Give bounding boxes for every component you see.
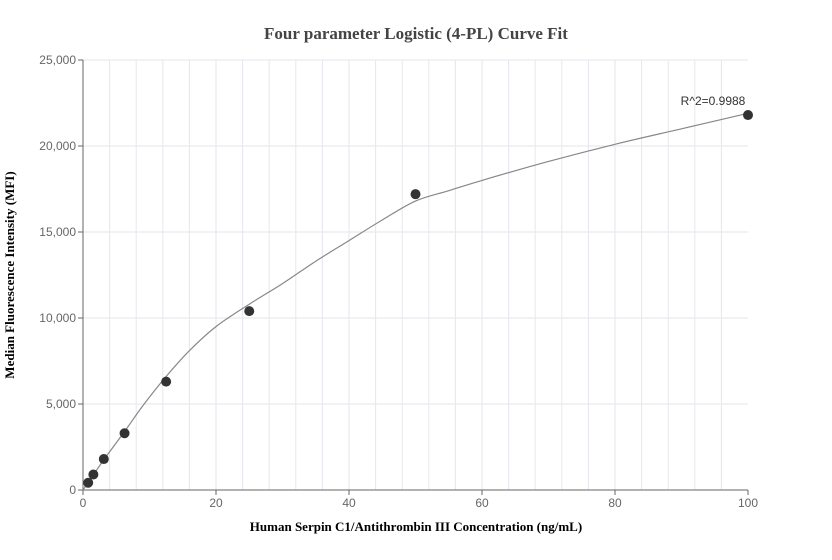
data-point [98, 454, 109, 465]
y-tick-label: 0 [69, 483, 76, 497]
y-tick-label: 20,000 [39, 139, 76, 153]
data-point [88, 469, 99, 480]
y-tick-label: 15,000 [39, 225, 76, 239]
x-axis-label: Human Serpin C1/Antithrombin III Concent… [250, 519, 582, 534]
chart-title: Four parameter Logistic (4-PL) Curve Fit [264, 24, 568, 43]
data-points [83, 110, 753, 488]
data-point [119, 428, 130, 439]
data-point [743, 110, 753, 121]
grid [83, 59, 748, 490]
x-tick-label: 100 [738, 496, 758, 510]
y-tick-label: 10,000 [39, 311, 76, 325]
axes [82, 60, 748, 491]
fit-curve-line [82, 112, 749, 491]
r-squared-annotation: R^2=0.9988 [681, 94, 746, 108]
y-tick-label: 5,000 [46, 397, 76, 411]
annotations: R^2=0.9988 [681, 94, 746, 108]
y-axis-ticks: 0 5,000 10,000 15,000 20,000 25,000 [39, 53, 83, 497]
data-point [410, 189, 421, 200]
x-tick-label: 20 [209, 496, 223, 510]
y-tick-label: 25,000 [39, 53, 76, 67]
y-axis-label: Median Fluorescence Intensity (MFI) [2, 171, 17, 378]
x-tick-label: 0 [80, 496, 87, 510]
x-tick-label: 40 [342, 496, 356, 510]
data-point [244, 306, 255, 317]
x-tick-label: 80 [608, 496, 622, 510]
x-axis-ticks: 0 20 40 60 80 100 [80, 490, 758, 510]
x-tick-label: 60 [475, 496, 489, 510]
data-point [161, 376, 172, 387]
data-point [83, 477, 94, 488]
